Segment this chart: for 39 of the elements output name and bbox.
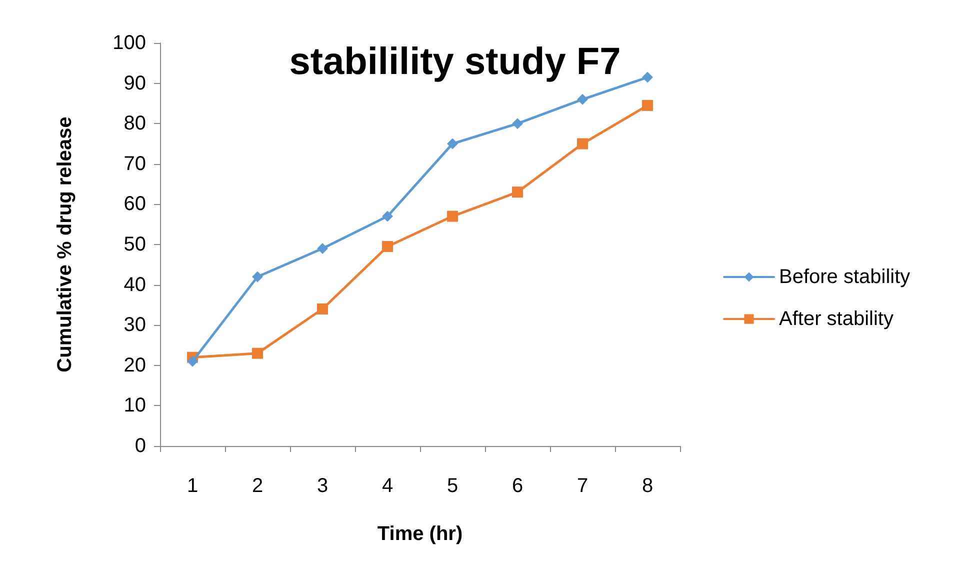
x-tick-label: 7 — [576, 475, 588, 497]
x-tick-label: 4 — [382, 475, 394, 497]
y-tick-label: 60 — [124, 193, 146, 216]
point — [252, 348, 263, 359]
point — [577, 94, 588, 105]
point — [447, 138, 458, 150]
y-tick-label: 0 — [134, 435, 146, 457]
y-tick-label: 80 — [124, 112, 146, 135]
y-tick-label: 100 — [112, 32, 146, 54]
x-tick-label: 1 — [186, 475, 198, 497]
y-tick-label: 20 — [124, 354, 146, 376]
x-axis-title: Time (hr) — [377, 523, 463, 545]
y-tick-label: 40 — [124, 274, 146, 296]
y-tick-label: 50 — [124, 234, 146, 256]
point — [382, 210, 393, 222]
x-tick-label: 5 — [446, 475, 458, 497]
point — [447, 210, 458, 222]
chart-title: stabilility study F7 — [289, 41, 621, 83]
x-tick-label: 6 — [512, 475, 524, 497]
y-axis-title: Cumulative % drug release — [54, 116, 76, 372]
y-tick-label: 30 — [124, 314, 146, 336]
point — [642, 72, 653, 83]
y-tick-label: 70 — [124, 152, 146, 175]
x-tick-label: 2 — [252, 475, 264, 497]
x-tick-label: 3 — [316, 475, 328, 497]
point — [382, 241, 393, 252]
point — [642, 100, 653, 111]
point — [577, 138, 588, 150]
legend-label: After stability — [779, 308, 894, 330]
legend-label: Before stability — [779, 266, 910, 288]
y-tick-label: 90 — [124, 72, 146, 94]
point — [187, 356, 198, 367]
point — [317, 303, 328, 314]
point — [252, 271, 263, 282]
x-tick-label: 8 — [642, 475, 654, 497]
y-tick-label: 10 — [124, 394, 146, 417]
point — [317, 243, 328, 254]
point — [512, 186, 523, 198]
point — [512, 118, 523, 130]
